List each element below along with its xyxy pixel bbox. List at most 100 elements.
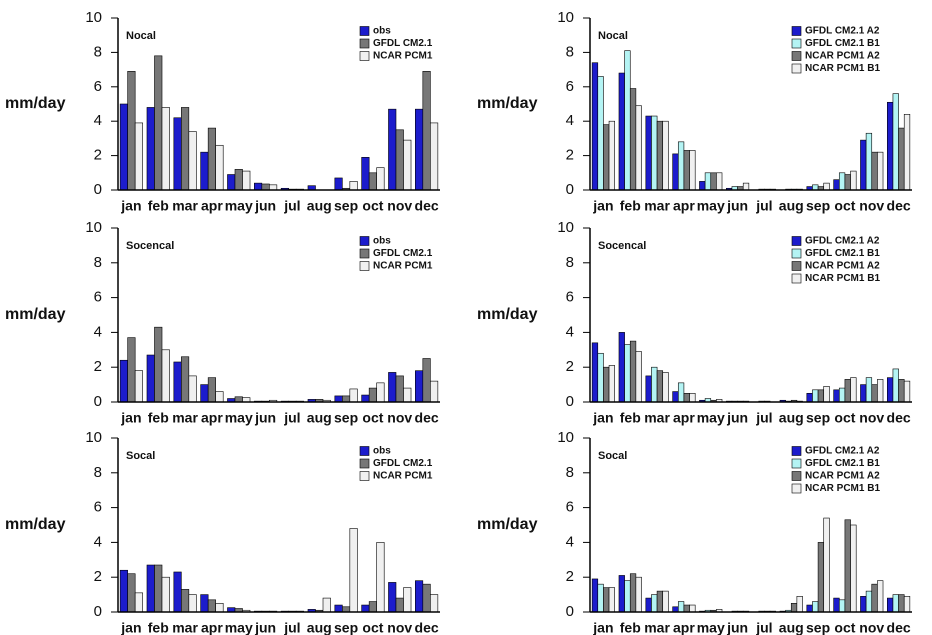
- y-tick-label: 2: [94, 568, 102, 585]
- bar: [349, 388, 358, 403]
- bar: [817, 389, 825, 403]
- x-tick-label: mar: [172, 410, 198, 426]
- bar: [796, 596, 803, 613]
- panel-title: Socencal: [598, 240, 646, 252]
- bar: [342, 606, 351, 613]
- x-tick-label: nov: [859, 198, 884, 214]
- y-axis-label: mm/day: [477, 516, 538, 533]
- bar: [656, 590, 664, 613]
- y-tick-label: 4: [566, 112, 574, 129]
- bar: [865, 590, 873, 613]
- bar: [838, 599, 846, 613]
- x-tick-label: may: [697, 198, 725, 214]
- bar: [898, 379, 905, 403]
- bar: [662, 372, 669, 403]
- x-tick-label: feb: [148, 410, 169, 426]
- y-axis-label: mm/day: [5, 95, 66, 112]
- x-tick-label: nov: [859, 410, 884, 426]
- x-tick-label: oct: [834, 410, 855, 426]
- bar: [651, 115, 658, 191]
- bar: [415, 370, 424, 403]
- x-tick-label: jan: [120, 198, 141, 214]
- bar: [635, 351, 642, 403]
- x-tick-label: dec: [415, 620, 439, 635]
- bar: [656, 370, 664, 403]
- x-tick-label: jan: [592, 198, 613, 214]
- bar: [844, 174, 851, 191]
- bar: [823, 517, 830, 613]
- bar: [877, 580, 884, 613]
- y-tick-label: 6: [94, 289, 102, 306]
- bar: [134, 592, 143, 613]
- legend-label: NCAR PCM1: [373, 261, 433, 272]
- bar: [334, 395, 343, 403]
- y-tick-label: 0: [566, 393, 574, 410]
- bar: [127, 573, 136, 613]
- x-tick-label: may: [697, 410, 725, 426]
- bar: [154, 55, 163, 191]
- y-tick-label: 6: [94, 499, 102, 516]
- bar: [603, 124, 610, 191]
- legend-label: GFDL CM2.1: [373, 458, 433, 469]
- bar: [376, 542, 385, 613]
- legend-swatch: [359, 236, 370, 246]
- bar: [844, 519, 851, 613]
- x-tick-label: feb: [620, 198, 641, 214]
- x-tick-label: sep: [806, 410, 830, 426]
- bar: [119, 103, 128, 191]
- panel-title: Nocal: [598, 30, 628, 42]
- y-tick-label: 10: [557, 429, 574, 446]
- bar: [334, 604, 343, 613]
- bar: [395, 597, 404, 613]
- legend-label: NCAR PCM1 A2: [805, 51, 880, 62]
- bar: [689, 150, 696, 191]
- bar: [645, 115, 652, 191]
- bar: [877, 379, 884, 403]
- bar: [903, 596, 911, 613]
- legend-swatch: [359, 38, 370, 49]
- bar: [349, 528, 358, 613]
- legend-swatch: [359, 248, 370, 259]
- bar: [181, 107, 190, 191]
- bar: [154, 326, 163, 403]
- x-tick-label: aug: [779, 410, 804, 426]
- x-tick-label: jun: [726, 620, 748, 635]
- legend-label: GFDL CM2.1 B1: [805, 248, 880, 259]
- bar: [161, 576, 170, 613]
- legend-swatch: [359, 26, 370, 36]
- bar: [254, 182, 263, 191]
- y-tick-label: 8: [94, 254, 102, 271]
- y-tick-label: 0: [94, 603, 102, 620]
- legend-swatch: [791, 236, 802, 246]
- legend-swatch: [791, 63, 802, 74]
- bar: [415, 580, 424, 613]
- bar: [887, 101, 894, 191]
- bar: [403, 587, 412, 613]
- x-tick-label: jul: [755, 410, 772, 426]
- bar: [871, 384, 878, 403]
- bar: [127, 337, 136, 403]
- legend-swatch: [359, 458, 370, 469]
- bar: [645, 597, 652, 613]
- bar: [376, 382, 385, 403]
- legend-label: NCAR PCM1 B1: [805, 273, 880, 284]
- y-tick-label: 4: [566, 323, 574, 340]
- x-tick-label: oct: [834, 620, 855, 635]
- legend-label: GFDL CM2.1: [373, 38, 433, 49]
- x-tick-label: aug: [779, 198, 804, 214]
- legend-label: NCAR PCM1: [373, 471, 433, 482]
- x-tick-label: jul: [755, 620, 772, 635]
- bar: [823, 386, 830, 403]
- legend-swatch: [791, 248, 802, 259]
- x-tick-label: sep: [334, 198, 358, 214]
- bar: [898, 127, 905, 191]
- y-axis-label: mm/day: [5, 306, 66, 323]
- x-tick-label: sep: [334, 410, 358, 426]
- legend-swatch: [791, 26, 802, 36]
- bar: [662, 120, 669, 191]
- legend-swatch: [359, 471, 370, 481]
- bar: [608, 587, 615, 613]
- x-tick-label: may: [225, 620, 253, 635]
- legend-label: GFDL CM2.1 B1: [805, 458, 880, 469]
- bar: [215, 144, 224, 191]
